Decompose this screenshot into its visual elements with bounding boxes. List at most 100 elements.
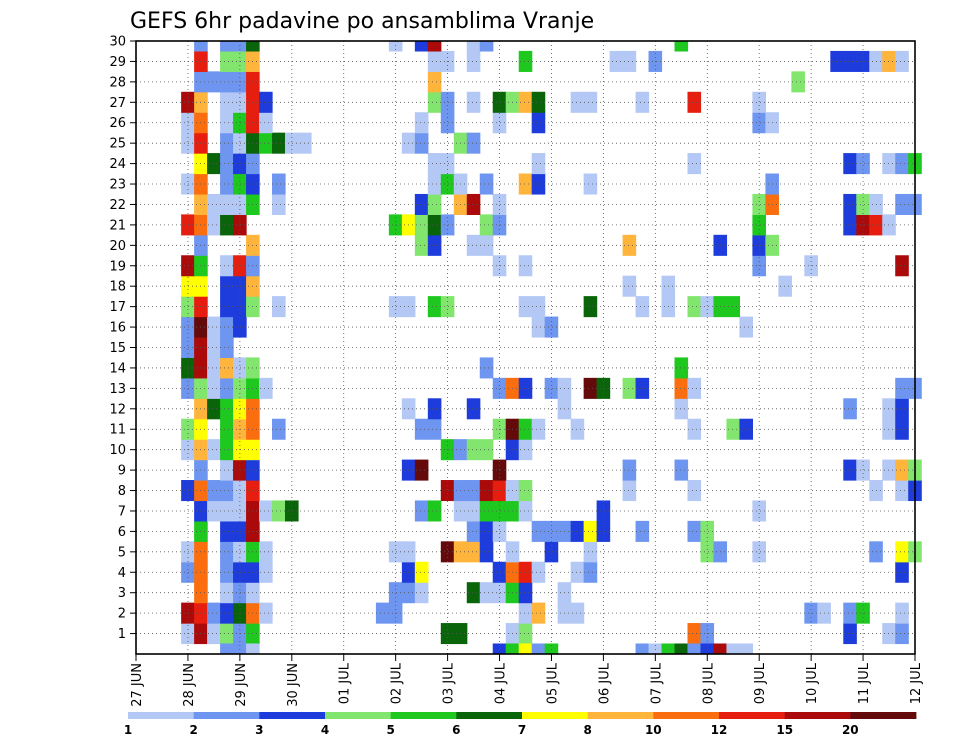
heatmap-cell	[440, 296, 455, 318]
heatmap-cell	[479, 439, 494, 461]
heatmap-cell	[233, 112, 247, 134]
y-tick-label: 27	[109, 96, 126, 111]
heatmap-cell	[220, 91, 234, 113]
heatmap-cell	[492, 520, 507, 542]
heatmap-cell	[207, 623, 221, 645]
heatmap-cell	[895, 50, 909, 72]
heatmap-cell	[726, 296, 741, 318]
legend-label: 7	[518, 723, 526, 737]
y-tick-label: 17	[109, 300, 126, 315]
x-tick-label: 09 JUL	[753, 662, 768, 704]
legend-swatch	[128, 712, 195, 719]
heatmap-cell	[544, 377, 559, 399]
heatmap-cell	[207, 316, 221, 338]
legend-label: 15	[776, 723, 793, 737]
heatmap-cell	[570, 418, 585, 440]
heatmap-cell	[427, 500, 442, 522]
y-tick-label: 2	[118, 607, 126, 622]
heatmap-cell	[700, 520, 715, 542]
heatmap-cell	[492, 500, 507, 522]
heatmap-cell	[518, 91, 533, 113]
heatmap-cell	[220, 561, 234, 583]
heatmap-cell	[207, 439, 221, 461]
heatmap-cell	[674, 398, 689, 420]
heatmap-cell	[895, 255, 909, 277]
heatmap-cell	[531, 561, 546, 583]
heatmap-cell	[466, 541, 481, 563]
y-tick-label: 26	[109, 116, 126, 131]
heatmap-cell	[492, 214, 507, 236]
heatmap-cell	[181, 336, 195, 359]
heatmap-cell	[687, 91, 702, 113]
heatmap-cell	[466, 500, 481, 522]
y-tick-label: 9	[118, 464, 126, 479]
heatmap-cell	[531, 643, 546, 655]
y-tick-label: 19	[109, 259, 126, 274]
heatmap-cell	[570, 561, 585, 583]
heatmap-cell	[181, 296, 195, 318]
heatmap-cell	[752, 91, 766, 113]
heatmap-cell	[233, 561, 247, 583]
heatmap-cell	[220, 112, 234, 134]
legend-label: 1	[124, 723, 132, 737]
heatmap-cell	[843, 193, 857, 215]
heatmap-cell	[492, 459, 507, 481]
heatmap-cell	[674, 357, 689, 379]
heatmap-cell	[596, 520, 611, 542]
heatmap-cell	[856, 193, 870, 215]
heatmap-cell	[414, 40, 429, 52]
heatmap-cell	[882, 398, 896, 420]
heatmap-cell	[856, 459, 870, 481]
heatmap-cell	[492, 193, 507, 215]
y-tick-label: 15	[109, 341, 126, 356]
heatmap-cell	[259, 377, 273, 399]
heatmap-cell	[272, 193, 286, 215]
heatmap-cell	[674, 459, 689, 481]
heatmap-cell	[414, 193, 429, 215]
heatmap-cell	[259, 561, 273, 583]
heatmap-cell	[882, 459, 896, 481]
heatmap-cell	[233, 214, 247, 236]
heatmap-cell	[220, 602, 234, 624]
legend-swatch	[587, 712, 654, 719]
y-tick-label: 10	[109, 443, 126, 458]
y-tick-label: 7	[118, 504, 126, 519]
heatmap-cell	[635, 296, 650, 318]
y-tick-label: 30	[109, 35, 126, 50]
heatmap-cell	[843, 602, 857, 624]
heatmap-cell	[544, 316, 559, 338]
heatmap-cell	[414, 214, 429, 236]
heatmap-cell	[752, 112, 766, 134]
heatmap-cell	[895, 541, 909, 563]
heatmap-cell	[272, 296, 286, 318]
heatmap-cell	[518, 480, 533, 502]
heatmap-cell	[882, 214, 896, 236]
y-tick-label: 3	[118, 586, 126, 601]
legend-swatch	[522, 712, 589, 719]
y-tick-label: 29	[109, 55, 126, 70]
heatmap-cell	[220, 480, 234, 502]
heatmap-cell	[233, 459, 247, 481]
heatmap-cell	[596, 377, 611, 399]
heatmap-cell	[479, 40, 494, 52]
heatmap-cell	[220, 500, 234, 522]
heatmap-cell	[479, 480, 494, 502]
heatmap-cell	[700, 541, 715, 563]
y-tick-label: 4	[118, 566, 126, 581]
heatmap-cell	[622, 275, 637, 297]
heatmap-cell	[220, 255, 234, 277]
heatmap-cell	[531, 173, 546, 195]
legend-label: 10	[645, 723, 662, 737]
heatmap-cell	[479, 357, 494, 379]
heatmap-cell	[700, 643, 715, 655]
x-tick-label: 04 JUL	[494, 662, 509, 704]
legend-label: 6	[452, 723, 460, 737]
heatmap-cell	[233, 193, 247, 215]
heatmap-cell	[518, 418, 533, 440]
heatmap-cell	[895, 459, 909, 481]
heatmap-cell	[479, 234, 494, 256]
heatmap-cell	[440, 91, 455, 113]
heatmap-cell	[583, 296, 598, 318]
heatmap-cell	[207, 153, 221, 175]
heatmap-cell	[220, 316, 234, 338]
